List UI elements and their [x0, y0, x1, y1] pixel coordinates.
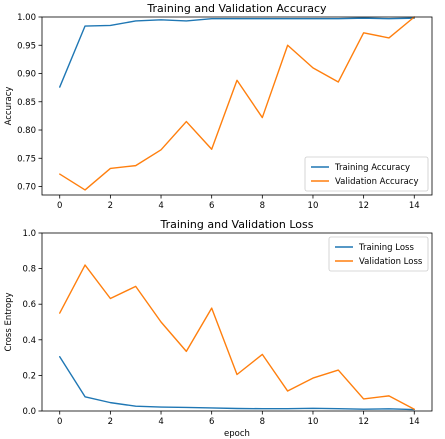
y-tick-label: 0.6: [22, 300, 36, 310]
y-tick-label: 0.95: [17, 41, 36, 51]
legend-box: [304, 156, 429, 192]
plot-frame: [41, 16, 433, 196]
legend: Training Accuracy Validation Accuracy: [304, 156, 429, 192]
y-tick-label: 0.90: [17, 70, 36, 80]
x-tick-label: 12: [358, 417, 369, 427]
y-tick-label: 0.8: [22, 265, 36, 275]
x-tick-label: 8: [260, 417, 265, 427]
legend-label: Validation Accuracy: [335, 177, 418, 187]
chart-1: Training and Validation Accuracy 0 2 4 6 8 10 1…: [4, 2, 433, 211]
x-tick-label: 14: [409, 201, 420, 211]
x-tick-label: 10: [308, 417, 319, 427]
y-axis-label: Accuracy: [4, 87, 14, 126]
y-tick-label: 1.00: [17, 13, 36, 23]
x-tick-label: 2: [108, 201, 113, 211]
y-axis-label: Cross Entropy: [4, 292, 14, 351]
series-line-validation-loss: [59, 264, 415, 410]
y-tick-label: 1.0: [22, 229, 36, 239]
y-tick-label: 0.80: [17, 126, 36, 136]
chart-title: Training and Validation Loss: [159, 218, 313, 231]
y-tick-label: 0.70: [17, 183, 36, 193]
x-tick-label: 6: [209, 417, 214, 427]
x-tick-label: 4: [158, 201, 163, 211]
y-tick-label: 0.85: [17, 98, 36, 108]
y-tick-label: 0.4: [22, 336, 36, 346]
x-tick-label: 8: [260, 201, 265, 211]
x-tick-label: 0: [57, 201, 62, 211]
legend: Training Loss Validation Loss: [328, 236, 429, 272]
legend-label: Training Loss: [358, 243, 414, 253]
x-tick-label: 14: [409, 417, 420, 427]
x-tick-label: 12: [358, 201, 369, 211]
legend-label: Training Accuracy: [334, 163, 410, 173]
chart-2: Training and Validation Loss 0 2 4 6 8 10 12 14 0…: [4, 218, 433, 439]
y-tick-label: 0.75: [17, 154, 36, 164]
series-line-validation-accuracy: [59, 16, 415, 191]
chart-title: Training and Validation Accuracy: [146, 2, 327, 15]
x-axis-label: epoch: [224, 429, 250, 439]
y-tick-label: 0.2: [22, 371, 36, 381]
x-tick-label: 6: [209, 201, 214, 211]
legend-box: [328, 236, 429, 272]
y-tick-label: 0.0: [22, 407, 36, 417]
series-line-training-loss: [59, 356, 415, 411]
x-tick-label: 4: [158, 417, 163, 427]
x-tick-label: 0: [57, 417, 62, 427]
legend-label: Validation Loss: [359, 257, 423, 267]
plot-frame: [41, 232, 433, 412]
x-tick-label: 2: [108, 417, 113, 427]
series-line-training-accuracy: [59, 17, 415, 88]
x-tick-label: 10: [308, 201, 319, 211]
